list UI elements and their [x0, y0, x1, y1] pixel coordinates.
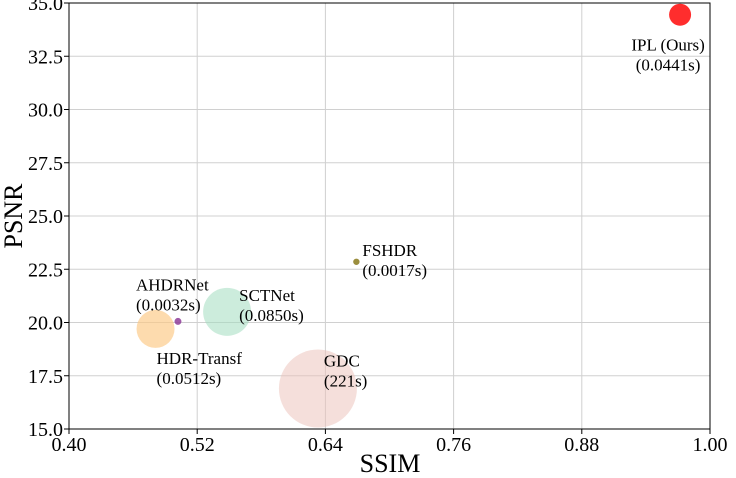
label-fshdr-name: FSHDR: [362, 241, 417, 260]
label-gdc-time: (221s): [324, 372, 367, 391]
x-tick-label: 0.52: [180, 434, 215, 456]
data-labels: GDC(221s) SCTNet(0.0850s) HDR-Transf(0.051…: [136, 36, 705, 391]
x-tick-labels: 0.40 0.52 0.64 0.76 0.88 1.00: [52, 434, 728, 456]
label-sctnet-time: (0.0850s): [239, 306, 304, 325]
label-ahdrnet-name: AHDRNet: [136, 275, 209, 294]
y-tick-label: 35.0: [28, 0, 63, 15]
x-tick-label: 0.88: [564, 434, 599, 456]
x-tick-label: 0.40: [52, 434, 87, 456]
point-ipl-ours: [669, 3, 692, 26]
label-fshdr-time: (0.0017s): [362, 261, 427, 280]
label-ahdrnet-time: (0.0032s): [136, 295, 201, 314]
x-tick-label: 0.64: [308, 434, 343, 456]
point-gdc: [278, 349, 357, 428]
data-points: [136, 3, 692, 428]
x-tick-label: 1.00: [693, 434, 728, 456]
y-axis-title: PSNR: [0, 183, 28, 249]
y-tick-label: 15.0: [28, 419, 63, 441]
point-hdr-transf: [136, 309, 175, 348]
label-hdr-transf-time: (0.0512s): [157, 369, 222, 388]
point-sctnet: [203, 287, 252, 336]
y-tick-label: 27.5: [28, 153, 63, 175]
y-tick-label: 20.0: [28, 313, 63, 335]
y-tick-label: 17.5: [28, 366, 63, 388]
point-ahdrnet: [174, 317, 182, 325]
label-ipl-ours-time: (0.0441s): [636, 56, 701, 75]
label-ipl-ours-name: IPL (Ours): [631, 36, 705, 55]
y-tick-label: 22.5: [28, 259, 63, 281]
y-tick-labels: 15.0 17.5 20.0 22.5 25.0 27.5 30.0 32.5 35.0: [28, 0, 63, 441]
y-tick-label: 32.5: [28, 46, 63, 68]
point-fshdr: [353, 258, 360, 265]
y-tick-label: 25.0: [28, 206, 63, 228]
x-axis-title: SSIM: [360, 449, 421, 478]
y-tick-label: 30.0: [28, 100, 63, 122]
x-tick-label: 0.76: [436, 434, 471, 456]
label-gdc-name: GDC: [324, 352, 360, 371]
label-sctnet-name: SCTNet: [239, 286, 295, 305]
label-hdr-transf-name: HDR-Transf: [157, 349, 243, 368]
plot-frame: [68, 2, 711, 430]
